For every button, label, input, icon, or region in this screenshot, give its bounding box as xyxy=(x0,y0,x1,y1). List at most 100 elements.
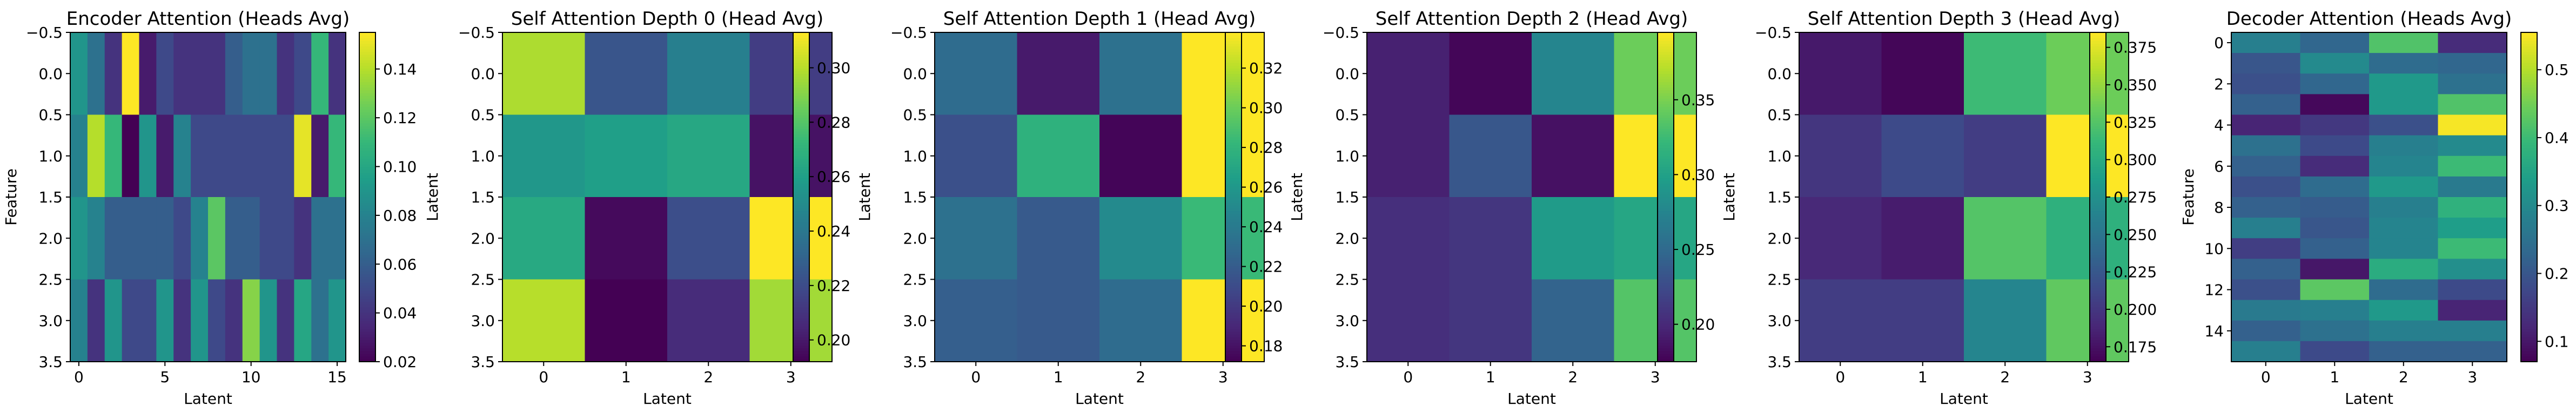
y-tick-label: 10 xyxy=(2204,240,2224,258)
colorbar-segment xyxy=(793,112,809,116)
heatmap-cells-1 xyxy=(502,32,833,362)
colorbar-segment xyxy=(1225,200,1242,203)
colorbar-segment xyxy=(1658,194,1674,198)
colorbar-tick-label: 0.200 xyxy=(2114,301,2157,319)
heatmap-cell xyxy=(2231,73,2301,94)
colorbar-segment xyxy=(359,117,375,121)
colorbar-segment xyxy=(2090,134,2106,137)
y-tick-label: 3.0 xyxy=(471,312,495,330)
colorbar-segment xyxy=(2090,205,2106,209)
colorbar-segment xyxy=(1225,137,1242,140)
plot-frame xyxy=(2231,32,2507,362)
heatmap-cell xyxy=(585,197,668,280)
heatmap-cell xyxy=(208,197,226,280)
colorbar-segment xyxy=(1658,238,1674,242)
colorbar-segment xyxy=(1658,334,1674,338)
colorbar-segment xyxy=(359,350,375,354)
heatmap-cell xyxy=(502,197,586,280)
colorbar-segment xyxy=(1658,197,1674,200)
colorbar-segment xyxy=(1225,323,1242,327)
colorbar-segment xyxy=(793,238,809,242)
colorbar-segment xyxy=(1658,186,1674,189)
colorbar-tick-label: 0.20 xyxy=(1249,297,1283,315)
colorbar-segment xyxy=(359,342,375,346)
colorbar-segment xyxy=(1225,274,1242,277)
colorbar-segment xyxy=(793,90,809,93)
colorbar-segment xyxy=(2521,150,2537,154)
colorbar-segment xyxy=(1658,221,1674,225)
colorbar-segment xyxy=(1225,79,1242,83)
colorbar-segment xyxy=(793,106,809,110)
heatmap-cell xyxy=(1964,32,2047,116)
colorbar-segment xyxy=(793,345,809,349)
colorbar-segment xyxy=(2521,205,2537,209)
heatmap-cell xyxy=(2438,279,2507,301)
heatmap-cell xyxy=(139,197,157,280)
colorbar-segment xyxy=(2521,356,2537,360)
colorbar-segment xyxy=(359,155,375,159)
colorbar-tick-label: 0.4 xyxy=(2545,129,2569,147)
heatmap-cell xyxy=(2438,53,2507,74)
colorbar-segment xyxy=(2090,57,2106,60)
colorbar-segment xyxy=(2090,62,2106,66)
colorbar-segment xyxy=(1658,79,1674,83)
colorbar-segment xyxy=(2090,337,2106,341)
heatmap-cell xyxy=(277,279,294,362)
colorbar-segment xyxy=(2090,293,2106,296)
colorbar-segment xyxy=(2090,40,2106,44)
colorbar-segment xyxy=(2090,175,2106,179)
colorbar-segment xyxy=(1658,38,1674,42)
colorbar-segment xyxy=(2090,263,2106,266)
colorbar-segment xyxy=(2521,191,2537,195)
colorbar-segment xyxy=(1658,188,1674,192)
colorbar-segment xyxy=(1225,307,1242,310)
colorbar-tick-label: 0.04 xyxy=(383,304,417,322)
colorbar-segment xyxy=(1658,356,1674,360)
colorbar-segment xyxy=(793,120,809,124)
colorbar-segment xyxy=(1658,323,1674,327)
colorbar-segment xyxy=(1658,293,1674,296)
colorbar-segment xyxy=(1225,106,1242,110)
colorbar-segment xyxy=(1658,147,1674,151)
x-tick-label: 15 xyxy=(327,368,347,386)
heatmap-cells-4 xyxy=(1799,32,2129,362)
heatmap-cell xyxy=(2231,300,2301,321)
colorbar-segment xyxy=(793,202,809,206)
x-axis-label: Latent xyxy=(1507,390,1556,408)
colorbar-tick-label: 0.3 xyxy=(2545,197,2569,215)
colorbar-segment xyxy=(1658,230,1674,233)
colorbar-tick-label: 0.22 xyxy=(817,277,850,295)
colorbar-segment xyxy=(793,194,809,198)
y-axis-label: Latent xyxy=(1720,173,1738,221)
heatmap-cell xyxy=(1799,32,1882,116)
colorbar-segment xyxy=(793,164,809,167)
colorbar-segment xyxy=(1225,35,1242,38)
colorbar-segment xyxy=(1225,40,1242,44)
heatmap-cell xyxy=(2046,32,2129,116)
colorbar-segment xyxy=(359,205,375,209)
colorbar-segment xyxy=(2521,211,2537,214)
colorbar-segment xyxy=(1225,241,1242,245)
colorbar-segment xyxy=(2090,213,2106,217)
colorbar-segment xyxy=(2090,82,2106,85)
heatmap-cell xyxy=(1449,279,1532,362)
colorbar-segment xyxy=(1658,216,1674,220)
colorbar-segment xyxy=(793,266,809,269)
colorbar-segment xyxy=(1658,353,1674,357)
colorbar-segment xyxy=(1658,161,1674,165)
x-tick-label: 2 xyxy=(703,368,713,386)
heatmap-cell xyxy=(2300,73,2370,94)
y-tick-label: 0.5 xyxy=(471,106,495,124)
colorbar-segment xyxy=(2521,51,2537,55)
colorbar-segment xyxy=(1225,161,1242,165)
colorbar-segment xyxy=(1658,340,1674,343)
colorbar-segment xyxy=(2521,301,2537,305)
y-axis-label: Latent xyxy=(424,173,441,221)
colorbar-segment xyxy=(1658,153,1674,157)
colorbar-segment xyxy=(793,257,809,261)
colorbar-segment xyxy=(2521,101,2537,104)
colorbar-segment xyxy=(1225,114,1242,118)
colorbar-segment xyxy=(1225,337,1242,341)
colorbar-segment xyxy=(2090,284,2106,288)
colorbar-segment xyxy=(2090,117,2106,121)
